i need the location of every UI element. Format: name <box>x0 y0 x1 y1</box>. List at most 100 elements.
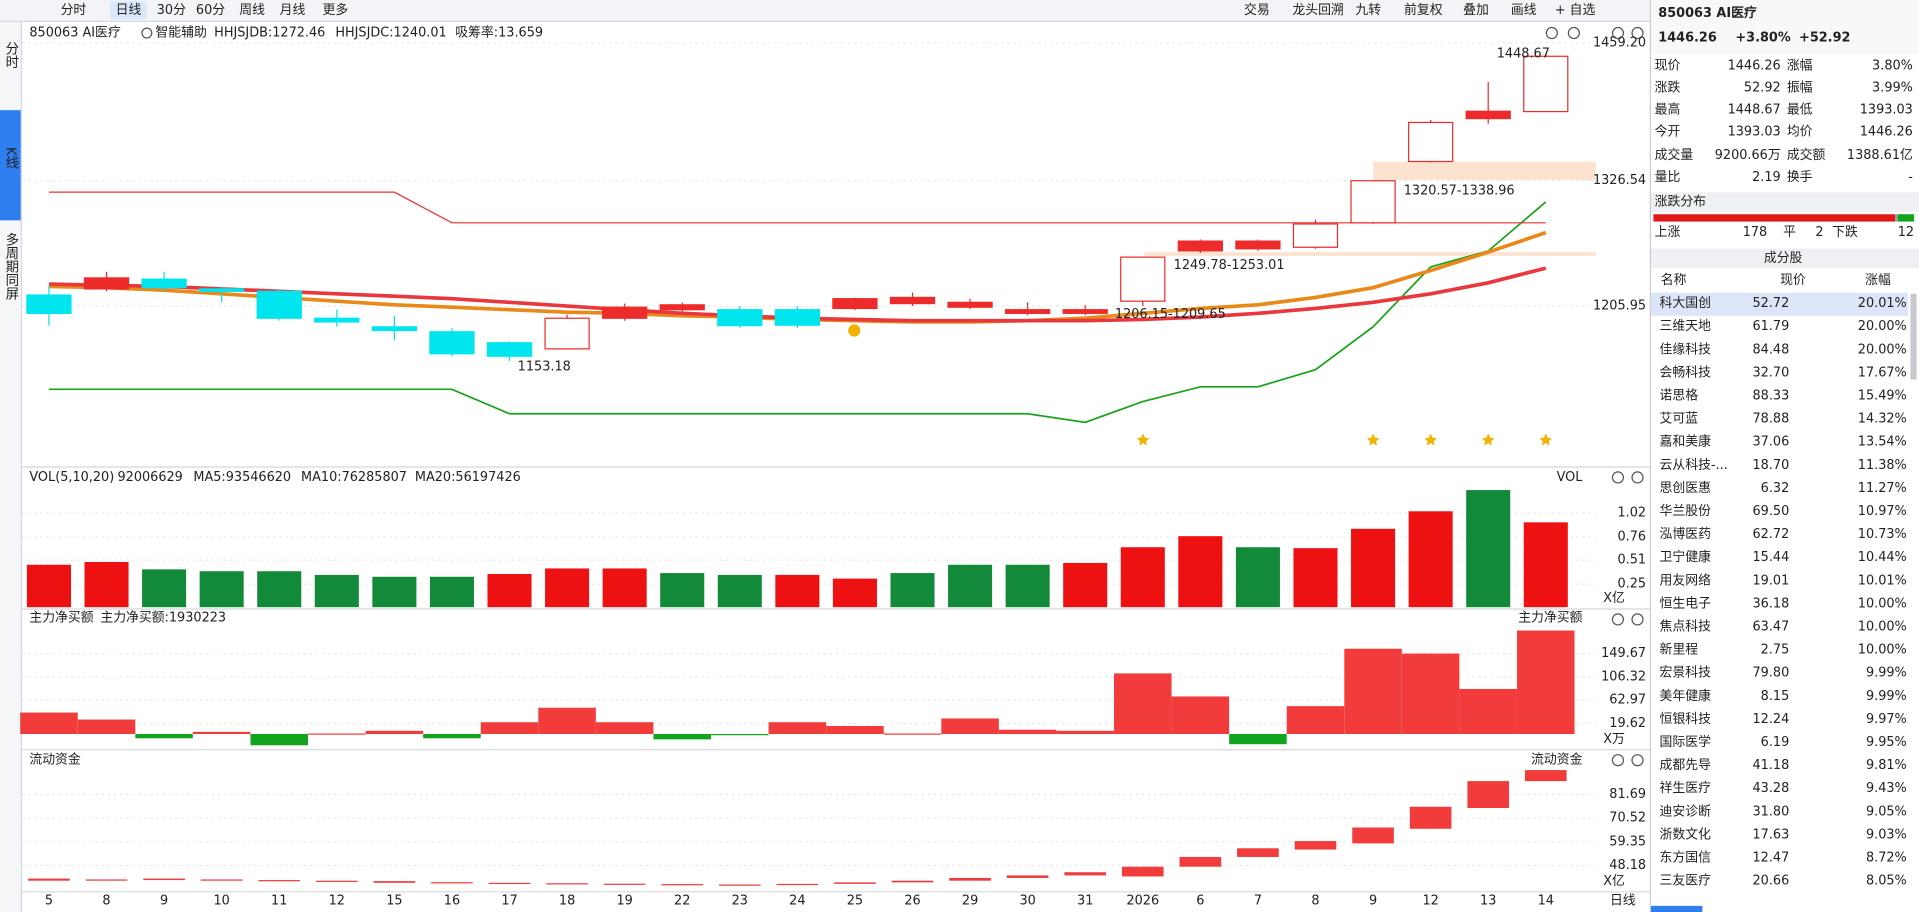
stock-name[interactable]: 用友网络 <box>1660 572 1712 588</box>
zoom-in-icon[interactable] <box>1545 26 1558 40</box>
close-icon[interactable] <box>1631 613 1644 626</box>
stock-change: 10.00% <box>1858 596 1907 611</box>
stock-name[interactable]: 迪安诊断 <box>1660 804 1712 819</box>
period-tab[interactable]: 更多 <box>322 3 348 18</box>
net-buy-bar <box>423 734 481 739</box>
tool-button[interactable]: 前复权 <box>1404 2 1443 18</box>
tool-button[interactable]: + 自选 <box>1555 3 1596 18</box>
stock-name[interactable]: 思创医惠 <box>1660 481 1712 496</box>
column-header[interactable]: 现价 <box>1780 273 1806 288</box>
star <box>1367 433 1380 446</box>
indicator-name[interactable]: 智能辅助 <box>155 26 206 41</box>
tool-button[interactable]: 九转 <box>1355 3 1381 18</box>
legend-item: HHJSJDC:1240.01 <box>335 26 446 41</box>
chart-title: 850063 AI医疗 <box>29 26 121 41</box>
y-tick-label: 1326.54 <box>1593 173 1646 188</box>
stock-name[interactable]: 三友医疗 <box>1660 874 1712 889</box>
side-tab[interactable]: 分时 <box>2 41 19 68</box>
stock-name[interactable]: 宏景科技 <box>1660 666 1712 681</box>
stock-name[interactable]: 云从科技-... <box>1660 458 1728 473</box>
candle-body <box>1350 180 1396 224</box>
zoom-out-icon[interactable] <box>1567 26 1580 40</box>
stock-name[interactable]: 焦点科技 <box>1660 619 1712 634</box>
price-annotation: 1448.67 <box>1497 46 1550 61</box>
stock-name[interactable]: 恒银科技 <box>1660 712 1712 727</box>
tool-button[interactable]: 叠加 <box>1463 3 1489 18</box>
quote-value: 52.92 <box>1744 81 1781 96</box>
period-tab[interactable]: 日线 <box>116 3 142 18</box>
column-header[interactable]: 涨幅 <box>1865 273 1891 288</box>
period-tab[interactable]: 30分 <box>157 3 186 18</box>
close-icon[interactable] <box>1631 26 1644 40</box>
stock-name[interactable]: 恒生电子 <box>1660 596 1712 611</box>
help-icon[interactable] <box>1611 471 1625 484</box>
stock-change: 15.49% <box>1858 388 1907 403</box>
help-icon[interactable] <box>1611 26 1625 40</box>
column-header: 名称 <box>1661 272 1687 288</box>
y-tick-label: 0.76 <box>1617 530 1646 545</box>
period-tab[interactable]: 分时 <box>61 3 87 18</box>
period-tab[interactable]: 周线 <box>239 3 265 18</box>
candle-body <box>141 278 187 289</box>
side-tabs-bg <box>0 22 21 912</box>
scrollbar[interactable] <box>1910 293 1917 380</box>
volume-bar <box>487 573 532 608</box>
stock-change: 14.32% <box>1858 412 1907 427</box>
stock-name[interactable]: 祥生医疗 <box>1660 781 1712 796</box>
stock-name[interactable]: 浙数文化 <box>1660 827 1712 842</box>
constituents-header-bg <box>1650 248 1919 269</box>
help-icon[interactable] <box>1611 613 1625 626</box>
stock-name[interactable]: 诺思格 <box>1660 387 1699 403</box>
side-tab[interactable]: K线 <box>2 147 19 170</box>
tool-button[interactable]: 交易 <box>1244 2 1270 18</box>
stock-price: 6.19 <box>1761 735 1790 750</box>
volume-bar <box>602 568 647 608</box>
close-icon[interactable] <box>1631 471 1644 484</box>
stock-price: 88.33 <box>1752 388 1789 403</box>
signal-coin <box>848 324 861 337</box>
stock-name[interactable]: 三维天地 <box>1660 319 1712 334</box>
period-tab[interactable]: 月线 <box>280 3 306 18</box>
x-tick-label: 7 <box>1254 893 1262 908</box>
sidebar-tab-indicator <box>1650 905 1703 912</box>
star <box>1482 433 1495 446</box>
stock-name[interactable]: 东方国信 <box>1660 849 1712 865</box>
y-tick-label: 62.97 <box>1609 693 1646 708</box>
stock-price: 69.50 <box>1752 504 1789 519</box>
help-icon[interactable] <box>1611 754 1625 767</box>
x-tick-label: 18 <box>559 893 575 908</box>
stock-change: 10.97% <box>1858 504 1907 519</box>
stock-name[interactable]: 华兰股份 <box>1660 504 1712 519</box>
stock-name[interactable]: 科大国创 <box>1660 296 1711 311</box>
net-buy-bar <box>1459 688 1517 735</box>
close-icon[interactable] <box>1631 754 1644 767</box>
stock-change: 10.73% <box>1858 527 1907 542</box>
stock-name[interactable]: 新里程 <box>1660 642 1699 658</box>
flow-bar <box>431 882 473 884</box>
side-tab[interactable]: 多周期同屏 <box>2 231 19 300</box>
x-tick-label: 2026 <box>1126 893 1159 908</box>
period-tab[interactable]: 60分 <box>196 3 225 18</box>
assist-icon[interactable] <box>141 27 153 39</box>
stock-name[interactable]: 国际医学 <box>1660 734 1712 750</box>
y-tick-label: 1.02 <box>1617 506 1646 521</box>
tool-button[interactable]: 画线 <box>1511 3 1537 18</box>
stock-price: 31.80 <box>1752 804 1789 819</box>
stock-name[interactable]: 会畅科技 <box>1660 365 1712 380</box>
panel-title: 流动资金 <box>29 752 81 768</box>
stock-name[interactable]: 佳缘科技 <box>1660 342 1712 357</box>
candle-body <box>602 306 648 319</box>
stock-name[interactable]: 卫宁健康 <box>1660 549 1712 565</box>
stock-name[interactable]: 美年健康 <box>1660 688 1712 704</box>
tool-button[interactable]: 龙头回溯 <box>1292 2 1343 18</box>
stock-name[interactable]: 泓博医药 <box>1660 527 1712 542</box>
net-buy-bar <box>1517 630 1575 735</box>
net-buy-bar <box>538 707 596 735</box>
volume-bar <box>1235 547 1280 608</box>
x-tick-label: 24 <box>789 893 805 908</box>
x-tick-label: 8 <box>102 893 110 908</box>
stock-name[interactable]: 嘉和美康 <box>1660 434 1712 450</box>
stock-name[interactable]: 艾可蓝 <box>1660 412 1699 427</box>
x-tick-label: 9 <box>1369 893 1377 908</box>
stock-name[interactable]: 成都先导 <box>1660 758 1712 773</box>
